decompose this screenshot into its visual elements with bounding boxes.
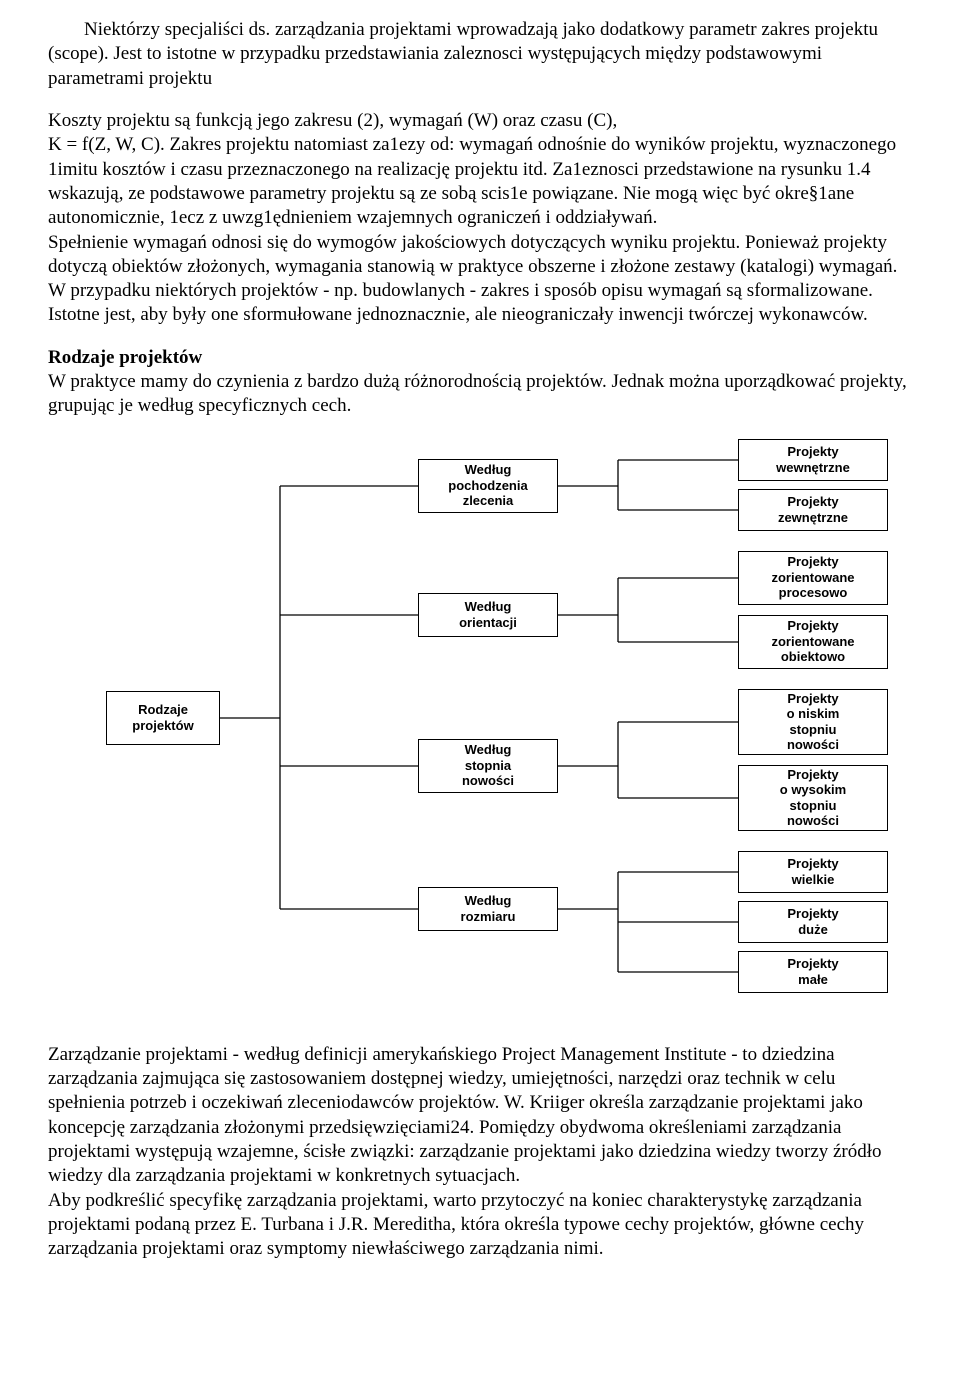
node-c3: Wedługstopnianowości: [418, 739, 558, 793]
paragraph-4: Spełnienie wymagań odnosi się do wymogów…: [48, 231, 912, 328]
paragraph-3: K = f(Z, W, C). Zakres projektu natomias…: [48, 133, 912, 230]
heading-rodzaje: Rodzaje projektów: [48, 346, 912, 370]
paragraph-6: Zarządzanie projektami - według definicj…: [48, 1043, 912, 1189]
node-l1b: Projektyzewnętrzne: [738, 489, 888, 531]
node-l4b: Projektyduże: [738, 901, 888, 943]
node-l4a: Projektywielkie: [738, 851, 888, 893]
node-l1a: Projektywewnętrzne: [738, 439, 888, 481]
paragraph-2: Koszty projektu są funkcją jego zakresu …: [48, 109, 912, 133]
paragraph-1: Niektórzy specjaliści ds. zarządzania pr…: [48, 18, 912, 91]
node-l3b: Projektyo wysokimstopniunowości: [738, 765, 888, 831]
paragraph-5: W praktyce mamy do czynienia z bardzo du…: [48, 370, 912, 419]
node-l3a: Projektyo niskimstopniunowości: [738, 689, 888, 755]
node-l2a: Projektyzorientowaneprocesowo: [738, 551, 888, 605]
diagram-project-types: Rodzajeprojektów Wedługpochodzeniazleceni…: [48, 433, 908, 1009]
node-l4c: Projektymałe: [738, 951, 888, 993]
node-c2: Wedługorientacji: [418, 593, 558, 637]
node-root: Rodzajeprojektów: [106, 691, 220, 745]
node-c4: Wedługrozmiaru: [418, 887, 558, 931]
paragraph-7: Aby podkreślić specyfikę zarządzania pro…: [48, 1189, 912, 1262]
node-c1: Wedługpochodzeniazlecenia: [418, 459, 558, 513]
node-l2b: Projektyzorientowaneobiektowo: [738, 615, 888, 669]
